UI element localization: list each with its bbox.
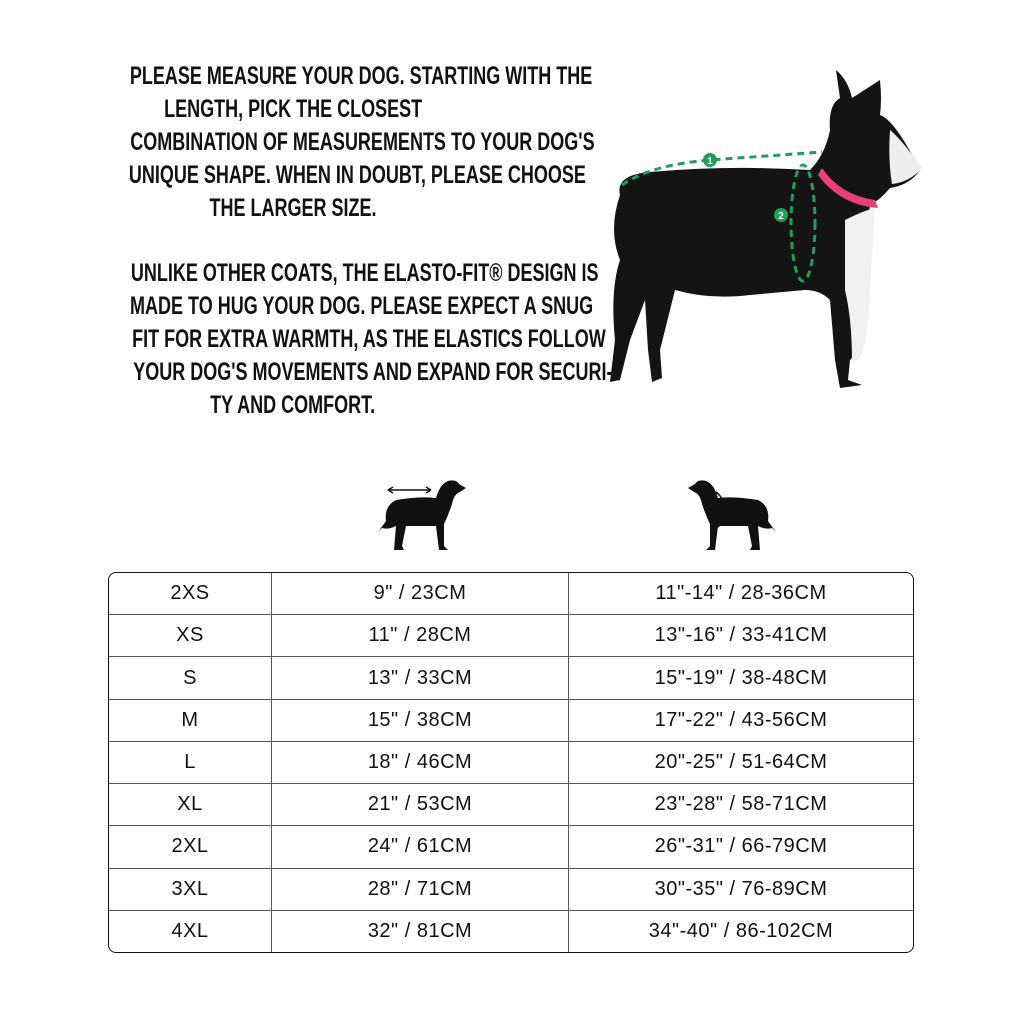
- intro-line-text: LENGTH, PICK THE CLOSEST: [163, 95, 423, 123]
- intro-line-text: TY AND COMFORT.: [210, 391, 376, 419]
- chest-cell: 26"-31" / 66-79CM: [569, 826, 913, 869]
- svg-text:1: 1: [707, 156, 713, 167]
- intro-text: PLEASE MEASURE YOUR DOG. STARTING WITH T…: [40, 60, 613, 422]
- length-cell: 32" / 81CM: [272, 910, 569, 952]
- chest-cell: 34"-40" / 86-102CM: [648, 919, 834, 942]
- table-row: 3XL 28" / 71CM 30"-35" / 76-89CM: [109, 868, 913, 911]
- dog-length-icon: [378, 480, 466, 550]
- length-cell: 11" / 28CM: [272, 615, 569, 658]
- chest-cell: 13"-16" / 33-41CM: [569, 615, 913, 658]
- table-row: S 13" / 33CM 15"-19" / 38-48CM: [109, 657, 913, 700]
- marker-2: 2: [774, 208, 788, 222]
- dog-chest-icon: [688, 480, 776, 550]
- length-cell: 24" / 61CM: [272, 826, 569, 869]
- intro-line: COMBINATION OF MEASUREMENTS TO YOUR DOG'…: [40, 126, 594, 159]
- intro-line: THE LARGER SIZE.: [40, 192, 546, 225]
- marker-1: 1: [703, 153, 717, 167]
- chest-measure-line: [789, 163, 817, 283]
- intro-line-text: UNIQUE SHAPE. WHEN IN DOUBT, PLEASE CHOO…: [128, 161, 586, 189]
- chest-cell: 15"-19" / 38-48CM: [569, 657, 913, 700]
- size-cell: 3XL: [109, 868, 272, 911]
- intro-line: TY AND COMFORT.: [40, 389, 546, 422]
- intro-line: YOUR DOG'S MOVEMENTS AND EXPAND FOR SECU…: [40, 356, 612, 389]
- table-row: 4XL 32" / 81CM 34"-40" / 86-102CM: [109, 910, 913, 952]
- chest-cell: 17"-22" / 43-56CM: [569, 700, 913, 742]
- length-cell: 9" / 23CM: [272, 573, 569, 616]
- table-row: 2XL 24" / 61CM 26"-31" / 66-79CM: [109, 826, 913, 869]
- table-row: M 15" / 38CM 17"-22" / 43-56CM: [109, 699, 913, 742]
- dog-body: [610, 70, 920, 388]
- dog-muzzle-white: [889, 130, 922, 184]
- chest-cell: 11"-14" / 28-36CM: [569, 573, 913, 616]
- svg-text:2: 2: [778, 211, 784, 222]
- size-cell: 4XL: [109, 910, 272, 952]
- size-cell: M: [109, 699, 272, 742]
- intro-line-text: FIT FOR EXTRA WARMTH, AS THE ELASTICS FO…: [132, 325, 606, 353]
- size-cell: 2XL: [109, 826, 272, 869]
- size-cell: L: [109, 741, 272, 785]
- measure-instructions: PLEASE MEASURE YOUR DOG. STARTING WITH T…: [40, 60, 595, 225]
- table-row: 2XS 9" / 23CM 11"-14" / 28-36CM: [109, 573, 913, 616]
- intro-line: UNLIKE OTHER COATS, THE ELASTO-FIT® DESI…: [40, 257, 599, 290]
- chest-cell: 20"-25" / 51-64CM: [569, 742, 913, 785]
- table-row: XS 11" / 28CM 13"-16" / 33-41CM: [109, 615, 913, 658]
- table-row: XL 21" / 53CM 23"-28" / 58-71CM: [109, 784, 913, 827]
- intro-line-text: THE LARGER SIZE.: [209, 194, 377, 222]
- length-cell: 28" / 71CM: [272, 868, 569, 911]
- intro-line: UNIQUE SHAPE. WHEN IN DOUBT, PLEASE CHOO…: [40, 159, 586, 192]
- size-cell: 2XS: [109, 573, 272, 616]
- intro-line-text: UNLIKE OTHER COATS, THE ELASTO-FIT® DESI…: [130, 259, 599, 287]
- intro-line: FIT FOR EXTRA WARMTH, AS THE ELASTICS FO…: [40, 323, 606, 356]
- length-cell: 21" / 53CM: [272, 784, 569, 827]
- collar: [818, 168, 878, 208]
- intro-line-text: YOUR DOG'S MOVEMENTS AND EXPAND FOR SECU…: [133, 358, 613, 386]
- size-cell: XS: [109, 615, 272, 658]
- elasto-fit-description: UNLIKE OTHER COATS, THE ELASTO-FIT® DESI…: [40, 257, 612, 422]
- intro-line-text: PLEASE MEASURE YOUR DOG. STARTING WITH T…: [129, 62, 593, 90]
- intro-line: PLEASE MEASURE YOUR DOG. STARTING WITH T…: [40, 60, 592, 93]
- size-chart-table: 2XS 9" / 23CM 11"-14" / 28-36CM XS 11" / 28C…: [108, 572, 914, 953]
- chest-cell: 23"-28" / 58-71CM: [569, 784, 913, 827]
- length-cell: 18" / 46CM: [272, 741, 569, 785]
- dog-chest-white: [845, 208, 875, 360]
- table-row: L 18" / 46CM 20"-25" / 51-64CM: [109, 741, 913, 785]
- intro-line: MADE TO HUG YOUR DOG. PLEASE EXPECT A SN…: [40, 290, 593, 323]
- dog-photo: 1 2: [610, 70, 922, 388]
- length-cell: 13" / 33CM: [272, 657, 569, 700]
- size-cell: XL: [109, 784, 272, 827]
- intro-line: LENGTH, PICK THE CLOSEST: [40, 93, 546, 126]
- intro-line-text: COMBINATION OF MEASUREMENTS TO YOUR DOG'…: [130, 128, 595, 156]
- length-cell: 15" / 38CM: [272, 699, 569, 742]
- chest-cell: 30"-35" / 76-89CM: [569, 869, 913, 911]
- intro-line-text: MADE TO HUG YOUR DOG. PLEASE EXPECT A SN…: [130, 292, 594, 320]
- size-cell: S: [109, 657, 272, 700]
